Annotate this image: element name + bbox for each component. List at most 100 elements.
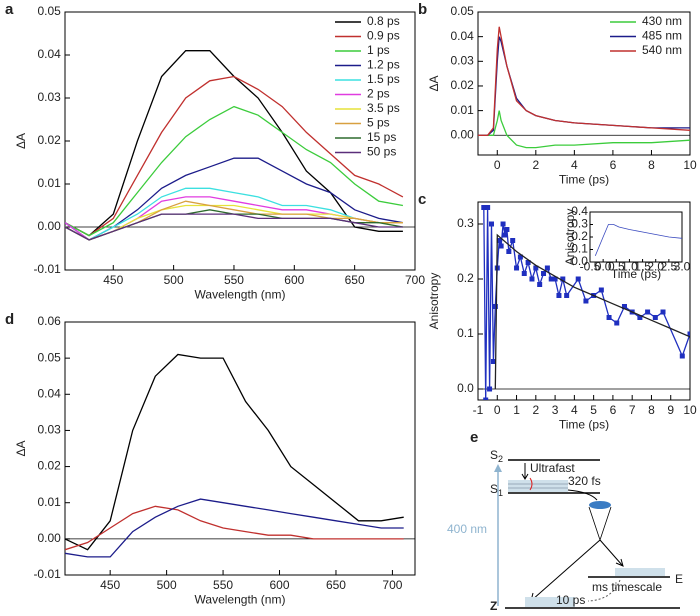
y-tick-label: 0.2: [571, 229, 588, 243]
ms-arrow: [587, 579, 621, 602]
legend-label: 1.5 ps: [367, 72, 400, 86]
s1: S: [490, 482, 498, 496]
series-line: [65, 75, 404, 237]
series-line: [65, 353, 404, 551]
y-tick-label: 0.03: [37, 423, 61, 437]
panel: 450 500 550 600 650 700 -0.01 0.00 0.01 0.02 0.03 0…: [5, 311, 416, 606]
marker: [483, 397, 489, 400]
series-line: [65, 105, 404, 237]
series-group: [594, 224, 682, 256]
x-tick-label: 0.5: [608, 260, 625, 274]
marker: [514, 265, 520, 271]
marker: [521, 271, 527, 276]
y-tick-label: -0.01: [33, 262, 61, 276]
y-tick-label: 0.02: [37, 133, 61, 147]
panel-label: b: [418, 1, 427, 18]
decay-e: [599, 539, 623, 566]
panel-label: e: [470, 429, 478, 446]
marker: [679, 353, 685, 359]
y-tick-label: 0.00: [37, 531, 61, 545]
y-tick-label: 0.01: [37, 176, 61, 190]
x-tick-label: 2.0: [647, 260, 664, 274]
y-axis-label: ΔA: [14, 440, 28, 456]
y-tick-label: 0.2: [457, 271, 474, 285]
z-vibrational: [525, 597, 575, 607]
legend-label: 50 ps: [367, 145, 396, 159]
legend-label: 2 ps: [367, 87, 390, 101]
marker: [487, 386, 493, 392]
marker: [529, 276, 535, 282]
marker: [621, 304, 627, 309]
plot-frame: [64, 321, 416, 576]
marker: [496, 238, 502, 243]
s1-vibrational: [508, 480, 568, 492]
x-tick-label: 700: [405, 273, 425, 287]
plot-frame: [64, 11, 416, 271]
x-tick-label: 0: [494, 403, 501, 417]
x-tick-label: 0.0: [595, 260, 612, 274]
e-label: E: [675, 572, 683, 586]
marker: [481, 205, 487, 210]
y-axis-label: ΔA: [427, 75, 441, 91]
plot-frame: [589, 211, 683, 263]
x-tick-label: 2.5: [661, 260, 678, 274]
y-tick-label: 0.05: [37, 4, 61, 18]
s2: S: [490, 448, 498, 462]
series-line: [494, 233, 690, 390]
y-tick-label: 0.3: [571, 217, 588, 231]
marker: [564, 293, 570, 298]
x-tick-label: 450: [103, 273, 123, 287]
marker: [510, 238, 516, 243]
marker: [652, 315, 658, 320]
y-tick-label: 0.03: [37, 90, 61, 104]
y-tick-label: 0.02: [37, 459, 61, 473]
marker: [485, 205, 491, 210]
marker: [645, 309, 651, 315]
marker: [606, 315, 612, 320]
x-tick-label: 1.0: [621, 260, 638, 274]
marker: [598, 287, 604, 293]
x-tick-label: 4: [571, 158, 578, 172]
marker: [502, 232, 508, 238]
series-group: [65, 353, 404, 558]
marker: [537, 282, 543, 287]
marker: [687, 331, 690, 337]
x-tick-label: 10: [683, 403, 697, 417]
ultrafast-label: Ultrafast: [530, 461, 575, 475]
y-tick-label: 0.02: [450, 78, 474, 92]
intersection: [589, 501, 611, 509]
y-tick-label: 0.00: [450, 127, 474, 141]
x-axis-label: Time (ps): [559, 417, 609, 431]
x-tick-label: -0.5: [580, 260, 601, 274]
fs-label: 320 fs: [568, 474, 601, 488]
marker: [500, 221, 506, 227]
marker: [560, 276, 566, 282]
y-tick-label: 0.1: [571, 242, 588, 256]
x-tick-label: 8: [648, 158, 655, 172]
excitation-label: 400 nm: [447, 522, 487, 536]
y-tick-label: 0.04: [37, 386, 61, 400]
legend-label: 1 ps: [367, 43, 390, 57]
x-tick-label: 1: [513, 403, 520, 417]
series-group: [65, 50, 404, 241]
marker: [490, 359, 496, 364]
marker: [504, 227, 510, 232]
s2-label: S2: [490, 448, 503, 464]
y-tick-label: 0.03: [450, 53, 474, 67]
series-line: [65, 187, 403, 241]
ps-label: 10 ps: [556, 593, 585, 607]
x-tick-label: 7: [629, 403, 636, 417]
relax-arrow: [529, 477, 533, 491]
x-tick-label: 3.0: [674, 260, 691, 274]
x-tick-label: 600: [284, 273, 304, 287]
legend-label: 430 nm: [642, 14, 682, 28]
y-tick-label: 0.04: [37, 47, 61, 61]
marker: [533, 265, 539, 271]
x-axis-label: Wavelength (nm): [195, 287, 286, 301]
y-tick-label: 0.06: [37, 314, 61, 328]
y-tick-label: -0.01: [33, 567, 61, 581]
ms-label: ms timescale: [592, 580, 662, 594]
series-line: [65, 505, 404, 551]
marker: [525, 260, 531, 265]
panel-label: c: [418, 191, 426, 208]
